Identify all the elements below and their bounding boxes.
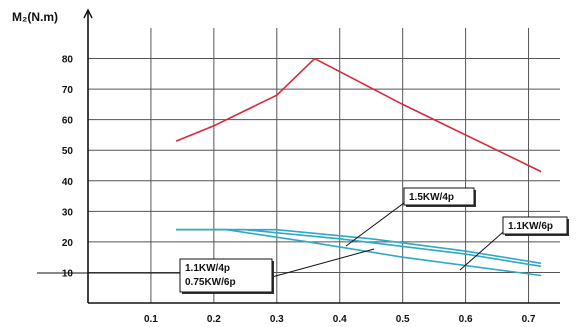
y-tick-label: 10: [62, 268, 74, 279]
y-tick-label: 70: [62, 85, 74, 96]
y-tick-label: 40: [62, 177, 74, 188]
annotation-label: 1.5KW/4p: [409, 192, 454, 203]
grid: [88, 28, 560, 303]
y-tick-label: 60: [62, 116, 74, 127]
annotation-label: 1.1KW/6p: [508, 221, 553, 232]
annotation-leader: [459, 225, 511, 271]
x-tick-label: 0.2: [207, 314, 221, 325]
series-line-red: [175, 57, 542, 173]
x-tick-label: 0.1: [144, 314, 158, 325]
annotation-label: 1.1KW/4p: [185, 263, 230, 274]
y-tick-label: 80: [62, 55, 74, 66]
x-tick-label: 0.5: [396, 314, 410, 325]
x-tick-label: 0.3: [270, 314, 284, 325]
annotation-label: 0.75KW/6p: [185, 277, 236, 288]
x-tick-label: 0.4: [333, 314, 347, 325]
series-line-blue: [176, 228, 542, 265]
axes: [83, 8, 560, 304]
y-axis-arrow: [83, 8, 93, 19]
series-line-blue: [176, 228, 542, 277]
y-axis-label: M₂(N.m): [12, 10, 58, 24]
annotation-box: [502, 216, 568, 235]
annotation-leaders: [37, 196, 511, 278]
annotation-leader: [345, 196, 413, 247]
annotation-box: [179, 258, 273, 293]
y-tick-label: 50: [62, 146, 74, 157]
series: [175, 57, 542, 277]
annotation-box: [403, 187, 475, 206]
x-tick-label: 0.7: [522, 314, 536, 325]
ticks: 0.1 0.2 0.3 0.4 0.5 0.6 0.7 10 20 30 40 50 60 70 80: [62, 55, 536, 325]
x-tick-label: 0.6: [459, 314, 473, 325]
y-tick-label: 20: [62, 238, 74, 249]
annotation-leader: [271, 248, 375, 278]
y-tick-label: 30: [62, 207, 74, 218]
annotations: 1.5KW/4p 1.1KW/6p 1.1KW/4p 0.75KW/6p: [179, 187, 569, 294]
